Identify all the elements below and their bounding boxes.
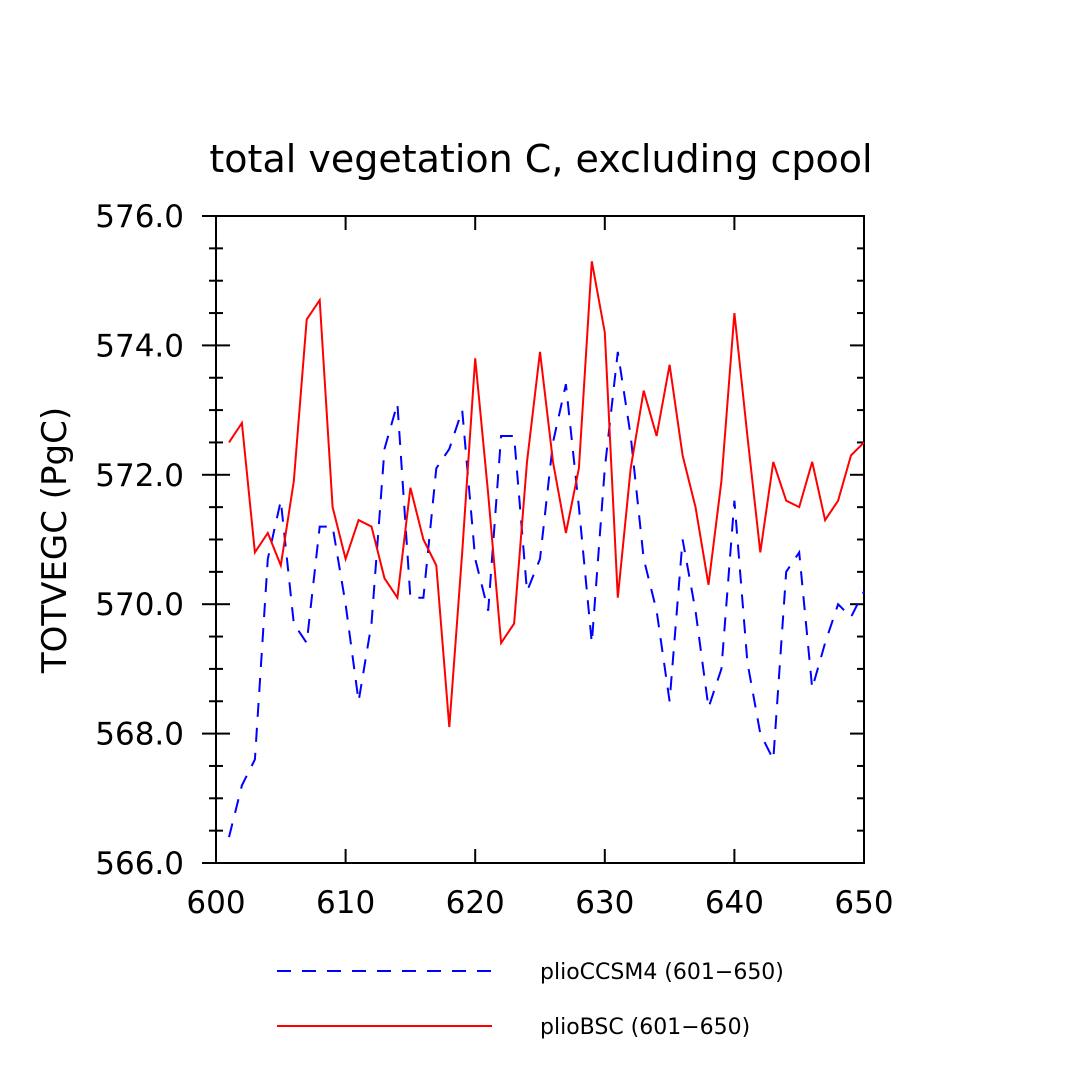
y-axis-label: TOTVEGC (PgC): [35, 407, 75, 674]
y-tick-label: 576.0: [95, 199, 184, 235]
x-tick-label: 620: [446, 885, 505, 921]
series-group: [228, 261, 865, 838]
chart-title: total vegetation C, excluding cpool: [209, 137, 872, 181]
legend-label: plioBSC (601−650): [540, 1015, 750, 1040]
y-tick-label: 568.0: [95, 717, 184, 753]
x-tick-label: 650: [834, 885, 893, 921]
series-line-pliobsc: [228, 261, 865, 728]
x-tick-label: 610: [316, 885, 375, 921]
y-tick-label: 574.0: [95, 328, 184, 364]
x-tick-label: 630: [575, 885, 634, 921]
y-tick-label: 570.0: [95, 587, 184, 623]
x-tick-label: 600: [186, 885, 245, 921]
legend: plioCCSM4 (601−650) plioBSC (601−650): [277, 960, 784, 1040]
y-tick-label: 566.0: [95, 846, 184, 882]
series-line-pliocCSM4: [228, 351, 865, 838]
x-tick-label: 640: [705, 885, 764, 921]
y-tick-label: 572.0: [95, 458, 184, 494]
plot-frame: [215, 215, 865, 864]
legend-label: plioCCSM4 (601−650): [540, 960, 784, 985]
axes: 600 610 620 630 640 650 566.0 568.0 570.0 572.0 57…: [95, 199, 893, 921]
